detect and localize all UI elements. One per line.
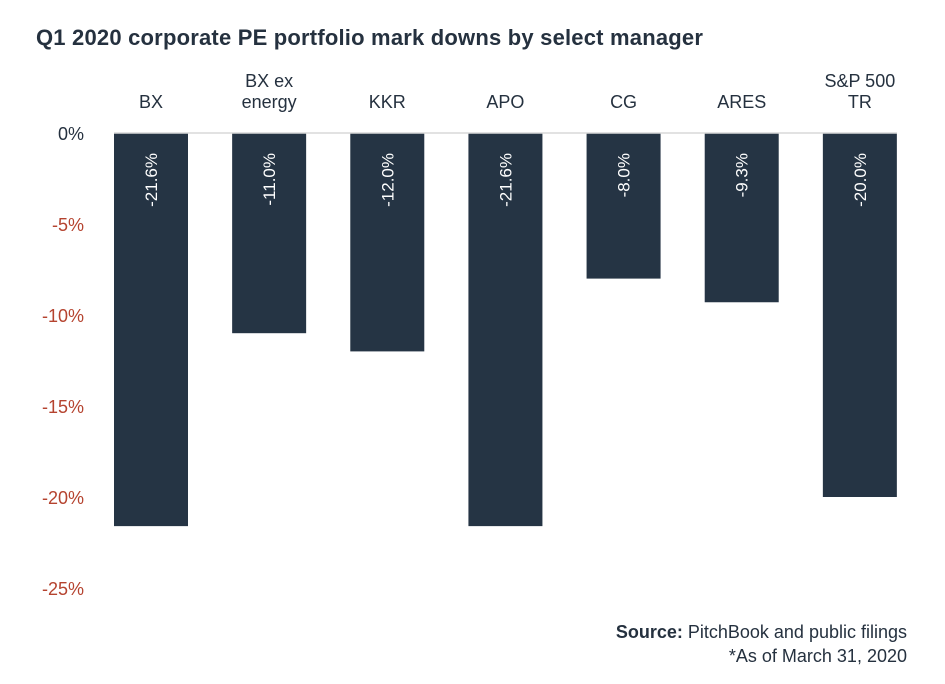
chart-title: Q1 2020 corporate PE portfolio mark down…	[36, 25, 704, 50]
source-note: Source: PitchBook and public filings *As…	[616, 620, 907, 668]
bar-value-label: -21.6%	[142, 153, 161, 207]
bars	[114, 133, 897, 527]
category-label: KKR	[369, 92, 406, 112]
y-tick-label: -25%	[42, 579, 84, 599]
source-line: Source: PitchBook and public filings	[616, 620, 907, 644]
bar	[232, 133, 307, 334]
category-label: ARES	[717, 92, 766, 112]
bar-value-label: -8.0%	[615, 153, 634, 197]
category-label: APO	[486, 92, 524, 112]
y-tick-label: -5%	[52, 215, 84, 235]
category-label: BX	[139, 92, 163, 112]
bar-value-label: -20.0%	[851, 153, 870, 207]
y-tick-label: 0%	[58, 124, 84, 144]
category-label: CG	[610, 92, 637, 112]
y-tick-label: -20%	[42, 488, 84, 508]
source-text: PitchBook and public filings	[682, 622, 907, 642]
source-label: Source:	[615, 622, 683, 642]
bar	[114, 133, 188, 527]
bar	[586, 133, 661, 279]
bar	[468, 133, 543, 527]
y-tick-label: -10%	[42, 306, 84, 326]
y-axis-ticks: 0% -5% -10% -15% -20% -25%	[42, 124, 84, 599]
bar-value-label: -12.0%	[378, 153, 397, 207]
bar-value-label: -11.0%	[260, 153, 279, 206]
category-label: energy	[242, 92, 297, 112]
category-label: S&P 500	[824, 71, 895, 91]
bar	[822, 133, 897, 497]
category-label: TR	[848, 92, 872, 112]
bar-value-label: -21.6%	[496, 153, 515, 207]
as-of-note: *As of March 31, 2020	[728, 646, 907, 666]
bar	[350, 133, 425, 352]
bar-value-label: -9.3%	[733, 153, 752, 197]
category-label: BX ex	[245, 71, 293, 91]
bar	[704, 133, 779, 303]
y-tick-label: -15%	[42, 397, 84, 417]
value-labels: -21.6% -11.0% -12.0% -21.6% -8.0% -9.3% -20.0%	[142, 153, 870, 207]
